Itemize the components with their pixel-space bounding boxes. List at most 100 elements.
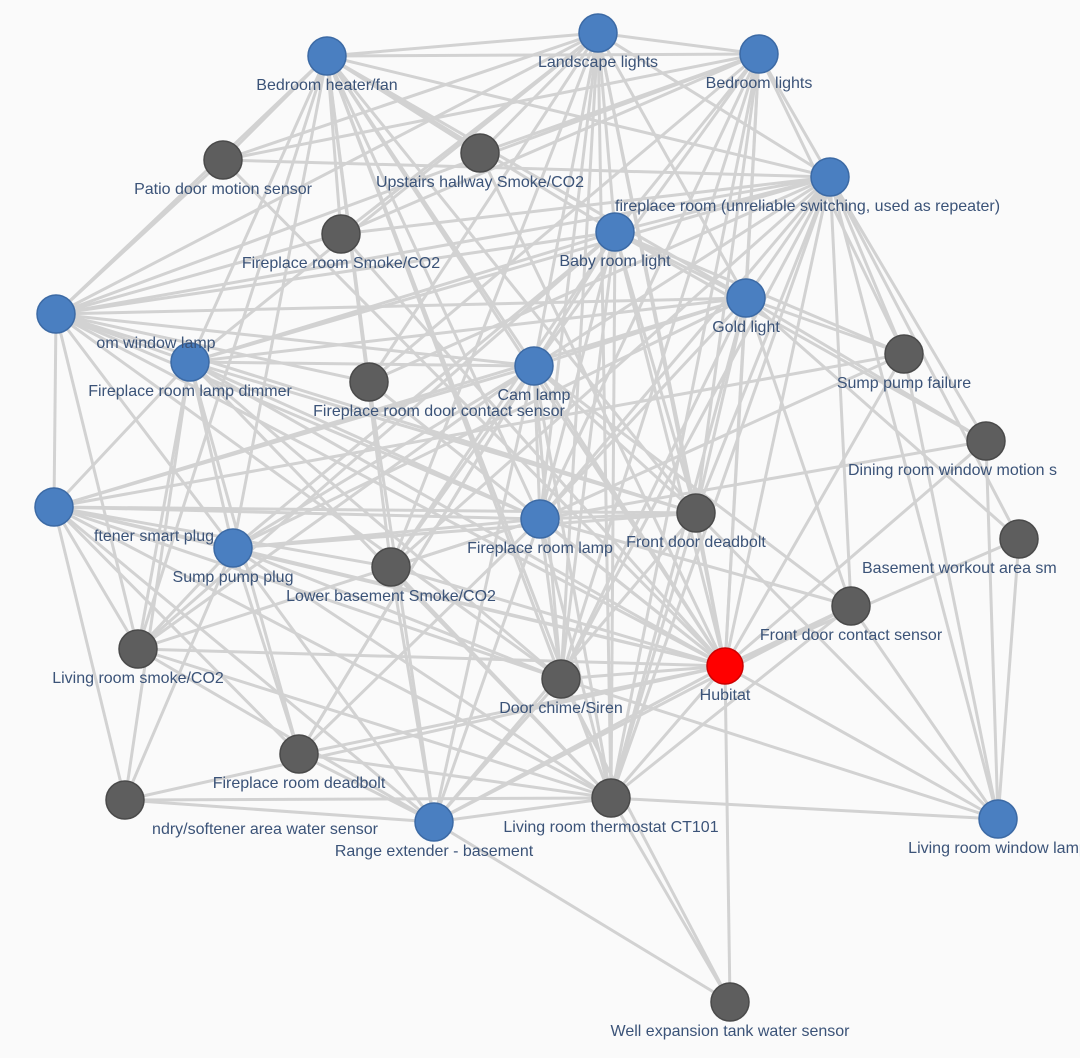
- node-sump-pump-failure[interactable]: [884, 334, 924, 374]
- edge-15-25: [52, 505, 301, 756]
- edge-18-29: [996, 538, 1021, 820]
- node-door-chime-siren[interactable]: [541, 659, 581, 699]
- edge-17-19: [232, 511, 697, 550]
- node-hubitat[interactable]: [706, 647, 744, 685]
- node-range-extender-basement[interactable]: [414, 802, 454, 842]
- edge-19-28: [232, 546, 612, 800]
- node-label: Gold light: [712, 319, 780, 336]
- edge-5-6: [340, 175, 831, 236]
- edge-8-9: [55, 296, 747, 316]
- edge-0-2: [326, 52, 760, 58]
- labels-layer: Bedroom heater/fan Landscape lights Bedroo…: [52, 54, 1080, 1040]
- node-gold-light[interactable]: [726, 278, 766, 318]
- node-fireplace-room-lamp-dimmer[interactable]: [170, 342, 210, 382]
- node-basement-workout-area-sm[interactable]: [999, 519, 1039, 559]
- edge-5-13: [533, 175, 831, 368]
- node-bedroom-lights[interactable]: [739, 34, 779, 74]
- node-lower-basement-smoke-co2[interactable]: [371, 547, 411, 587]
- edge-22-23: [137, 647, 726, 668]
- edge-0-1: [326, 31, 599, 58]
- edge-1-12: [367, 32, 600, 383]
- node-baby-room-light[interactable]: [595, 212, 635, 252]
- edge-22-27: [137, 647, 435, 824]
- node-well-expansion-tank-water-sensor[interactable]: [710, 982, 750, 1022]
- edge-20-23: [390, 565, 726, 668]
- node-label: Hubitat: [700, 687, 751, 704]
- edge-9-10: [745, 296, 905, 356]
- edge-11-23: [189, 360, 726, 668]
- node-label: Fireplace room Smoke/CO2: [242, 255, 440, 272]
- node-living-room-window-lamp[interactable]: [978, 799, 1018, 839]
- edge-5-14: [828, 176, 988, 442]
- edge-11-16: [189, 360, 541, 521]
- node-cam-lamp[interactable]: [514, 346, 554, 386]
- edge-2-3: [222, 52, 760, 162]
- node-fireplace-room-lamp[interactable]: [520, 499, 560, 539]
- edge-21-29: [849, 605, 1000, 820]
- node-label: Upstairs hallway Smoke/CO2: [376, 174, 584, 191]
- node-om-window-lamp[interactable]: [36, 294, 76, 334]
- edge-8-23: [55, 312, 726, 668]
- node-bedroom-heater-fan[interactable]: [307, 36, 347, 76]
- node-label: Basement workout area sm: [862, 560, 1057, 577]
- node-fireplace-room-smoke-co2[interactable]: [321, 214, 361, 254]
- node-label: Landscape lights: [538, 54, 658, 71]
- edge-14-23: [724, 439, 987, 668]
- edge-19-22: [136, 546, 235, 651]
- node-fireplace-room-deadbolt[interactable]: [279, 734, 319, 774]
- edge-0-19: [231, 55, 329, 549]
- node-upstairs-hallway-smoke-co2[interactable]: [460, 133, 500, 173]
- edge-9-19: [232, 296, 747, 550]
- edge-5-20: [390, 175, 831, 569]
- edge-7-14: [614, 230, 987, 443]
- edge-2-24: [559, 53, 761, 680]
- node-label: Front door contact sensor: [760, 627, 943, 644]
- edge-2-6: [340, 52, 760, 236]
- node-front-door-contact-sensor[interactable]: [831, 586, 871, 626]
- edge-15-28: [53, 505, 612, 800]
- edge-1-2: [597, 31, 760, 56]
- edge-3-5: [222, 158, 831, 179]
- node-sump-pump-plug[interactable]: [213, 528, 253, 568]
- edge-12-27: [367, 381, 436, 823]
- edge-24-29: [560, 677, 999, 821]
- node-fireplace-room-unreliable-switching-used-as-repeater[interactable]: [810, 157, 850, 197]
- edge-19-24: [232, 546, 562, 681]
- node-patio-door-motion-sensor[interactable]: [203, 140, 243, 180]
- edge-1-5: [597, 31, 831, 179]
- node-living-room-thermostat-ct101[interactable]: [591, 778, 631, 818]
- edge-13-28: [532, 365, 613, 799]
- edge-8-13: [55, 312, 535, 368]
- edge-21-28: [610, 604, 852, 800]
- edge-7-24: [559, 231, 617, 680]
- edge-2-17: [694, 53, 761, 514]
- node-dining-room-window-motion-s[interactable]: [966, 421, 1006, 461]
- node-label: Fireplace room door contact sensor: [313, 403, 565, 420]
- edge-5-12: [368, 175, 831, 384]
- edge-5-8: [55, 175, 831, 316]
- edge-14-29: [984, 440, 1000, 820]
- edge-13-21: [533, 364, 852, 608]
- edge-5-21: [828, 176, 853, 607]
- node-ndry-softener-area-water-sensor[interactable]: [105, 780, 145, 820]
- node-label: Bedroom heater/fan: [256, 77, 397, 94]
- node-front-door-deadbolt[interactable]: [676, 493, 716, 533]
- edge-7-19: [232, 230, 616, 550]
- edge-1-24: [559, 32, 600, 680]
- edge-23-27: [433, 664, 726, 824]
- edge-10-29: [902, 353, 1000, 820]
- node-ftener-smart-plug[interactable]: [34, 487, 74, 527]
- edge-27-28: [433, 796, 612, 824]
- edge-19-23: [232, 546, 726, 668]
- edge-10-15: [53, 352, 905, 509]
- node-living-room-smoke-co2[interactable]: [118, 629, 158, 669]
- edge-13-22: [137, 364, 535, 651]
- node-landscape-lights[interactable]: [578, 13, 618, 53]
- edge-17-29: [694, 511, 1000, 821]
- edge-7-23: [613, 231, 727, 667]
- edge-23-29: [724, 664, 999, 821]
- node-label: Sump pump failure: [837, 375, 971, 392]
- node-fireplace-room-door-contact-sensor[interactable]: [349, 362, 389, 402]
- edge-9-21: [744, 297, 853, 607]
- edge-16-22: [137, 517, 541, 651]
